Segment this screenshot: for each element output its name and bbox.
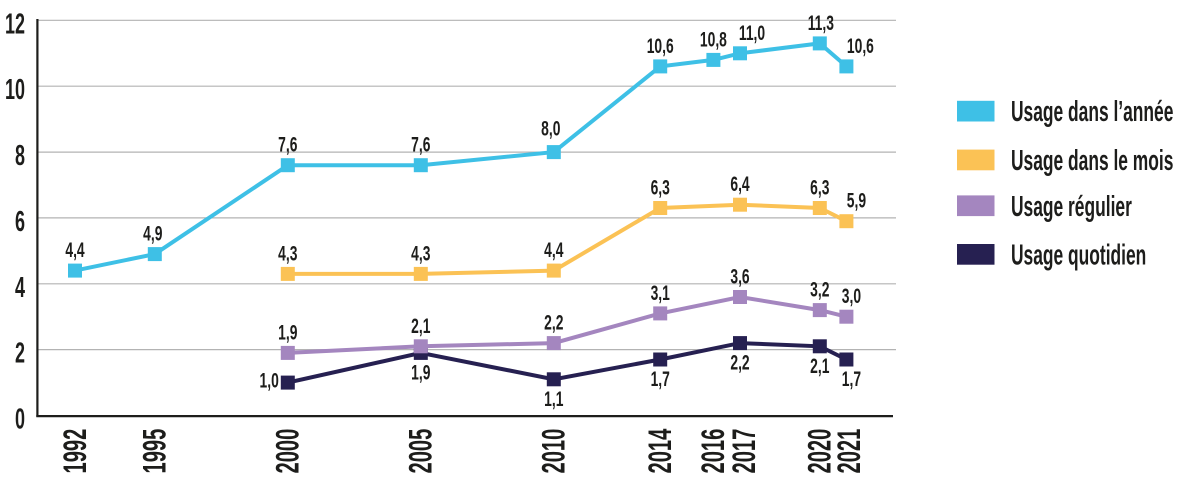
svg-text:4,4: 4,4 — [65, 238, 84, 262]
svg-text:2: 2 — [15, 337, 25, 369]
svg-text:1,1: 1,1 — [544, 387, 563, 411]
svg-text:12: 12 — [5, 8, 25, 40]
svg-text:4,3: 4,3 — [411, 242, 430, 266]
svg-text:1,7: 1,7 — [842, 367, 861, 391]
svg-text:1992: 1992 — [57, 429, 93, 474]
svg-text:5,9: 5,9 — [847, 189, 866, 213]
svg-text:2017: 2017 — [726, 429, 762, 474]
svg-text:8,0: 8,0 — [541, 117, 560, 141]
svg-text:1,7: 1,7 — [651, 367, 670, 391]
svg-text:10: 10 — [5, 74, 25, 106]
svg-text:1995: 1995 — [137, 429, 173, 474]
svg-text:7,6: 7,6 — [278, 133, 297, 157]
svg-text:6: 6 — [15, 206, 25, 238]
svg-text:2005: 2005 — [403, 429, 439, 474]
svg-text:2,1: 2,1 — [810, 354, 829, 378]
svg-text:6,3: 6,3 — [810, 176, 829, 200]
svg-text:6,4: 6,4 — [730, 172, 749, 196]
svg-text:2,2: 2,2 — [544, 311, 563, 335]
svg-text:2014: 2014 — [642, 429, 678, 474]
svg-text:7,6: 7,6 — [411, 133, 430, 157]
svg-text:4,9: 4,9 — [143, 222, 162, 246]
svg-text:3,6: 3,6 — [730, 265, 749, 289]
svg-text:4: 4 — [15, 272, 25, 304]
svg-text:3,0: 3,0 — [842, 284, 861, 308]
svg-text:2,1: 2,1 — [411, 314, 430, 338]
svg-text:4,3: 4,3 — [278, 242, 297, 266]
svg-text:2021: 2021 — [831, 429, 867, 474]
svg-text:10,6: 10,6 — [647, 34, 674, 58]
svg-text:2000: 2000 — [270, 429, 306, 474]
svg-text:2,2: 2,2 — [730, 351, 749, 375]
svg-text:Usage régulier: Usage régulier — [1011, 190, 1132, 223]
svg-text:0: 0 — [15, 403, 25, 435]
svg-text:3,2: 3,2 — [810, 278, 829, 302]
svg-text:10,6: 10,6 — [847, 34, 874, 58]
svg-text:2016: 2016 — [695, 429, 731, 474]
svg-text:6,3: 6,3 — [651, 176, 670, 200]
svg-text:1,9: 1,9 — [278, 321, 297, 345]
svg-text:4,4: 4,4 — [544, 238, 563, 262]
svg-text:2010: 2010 — [536, 429, 572, 474]
svg-text:11,3: 11,3 — [808, 11, 834, 35]
svg-text:3,1: 3,1 — [651, 281, 670, 305]
svg-text:Usage dans l’année: Usage dans l’année — [1011, 96, 1173, 129]
svg-text:1,0: 1,0 — [260, 369, 279, 393]
svg-text:Usage dans le mois: Usage dans le mois — [1011, 145, 1173, 178]
svg-text:2020: 2020 — [802, 429, 838, 474]
svg-text:1,9: 1,9 — [411, 361, 430, 385]
svg-text:11,0: 11,0 — [739, 21, 765, 45]
svg-text:Usage quotidien: Usage quotidien — [1011, 239, 1146, 272]
svg-text:10,8: 10,8 — [700, 28, 727, 52]
svg-text:8: 8 — [15, 140, 25, 172]
